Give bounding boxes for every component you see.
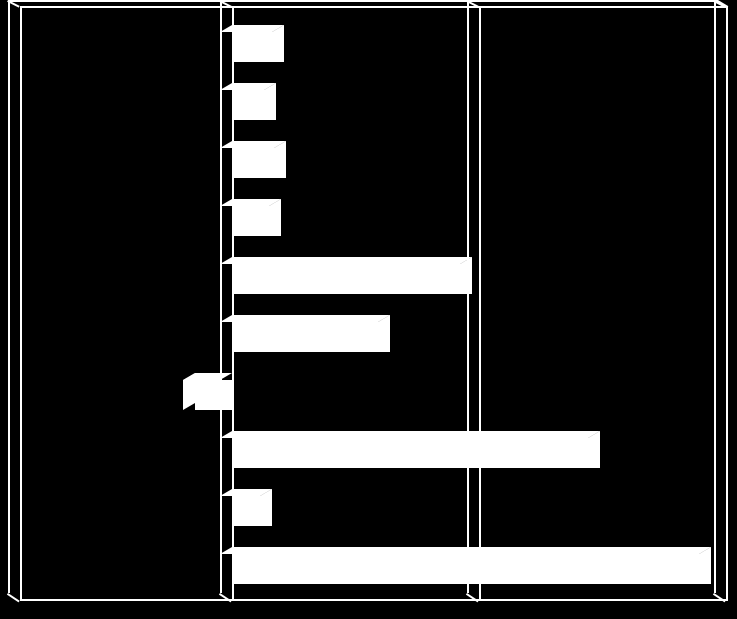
- join-bl: [7, 593, 20, 603]
- plot-front-frame-overlay: [20, 6, 728, 601]
